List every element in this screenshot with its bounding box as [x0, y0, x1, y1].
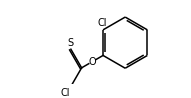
- Text: Cl: Cl: [97, 18, 107, 28]
- Text: O: O: [88, 57, 96, 67]
- Text: Cl: Cl: [61, 88, 70, 98]
- Text: S: S: [67, 38, 74, 48]
